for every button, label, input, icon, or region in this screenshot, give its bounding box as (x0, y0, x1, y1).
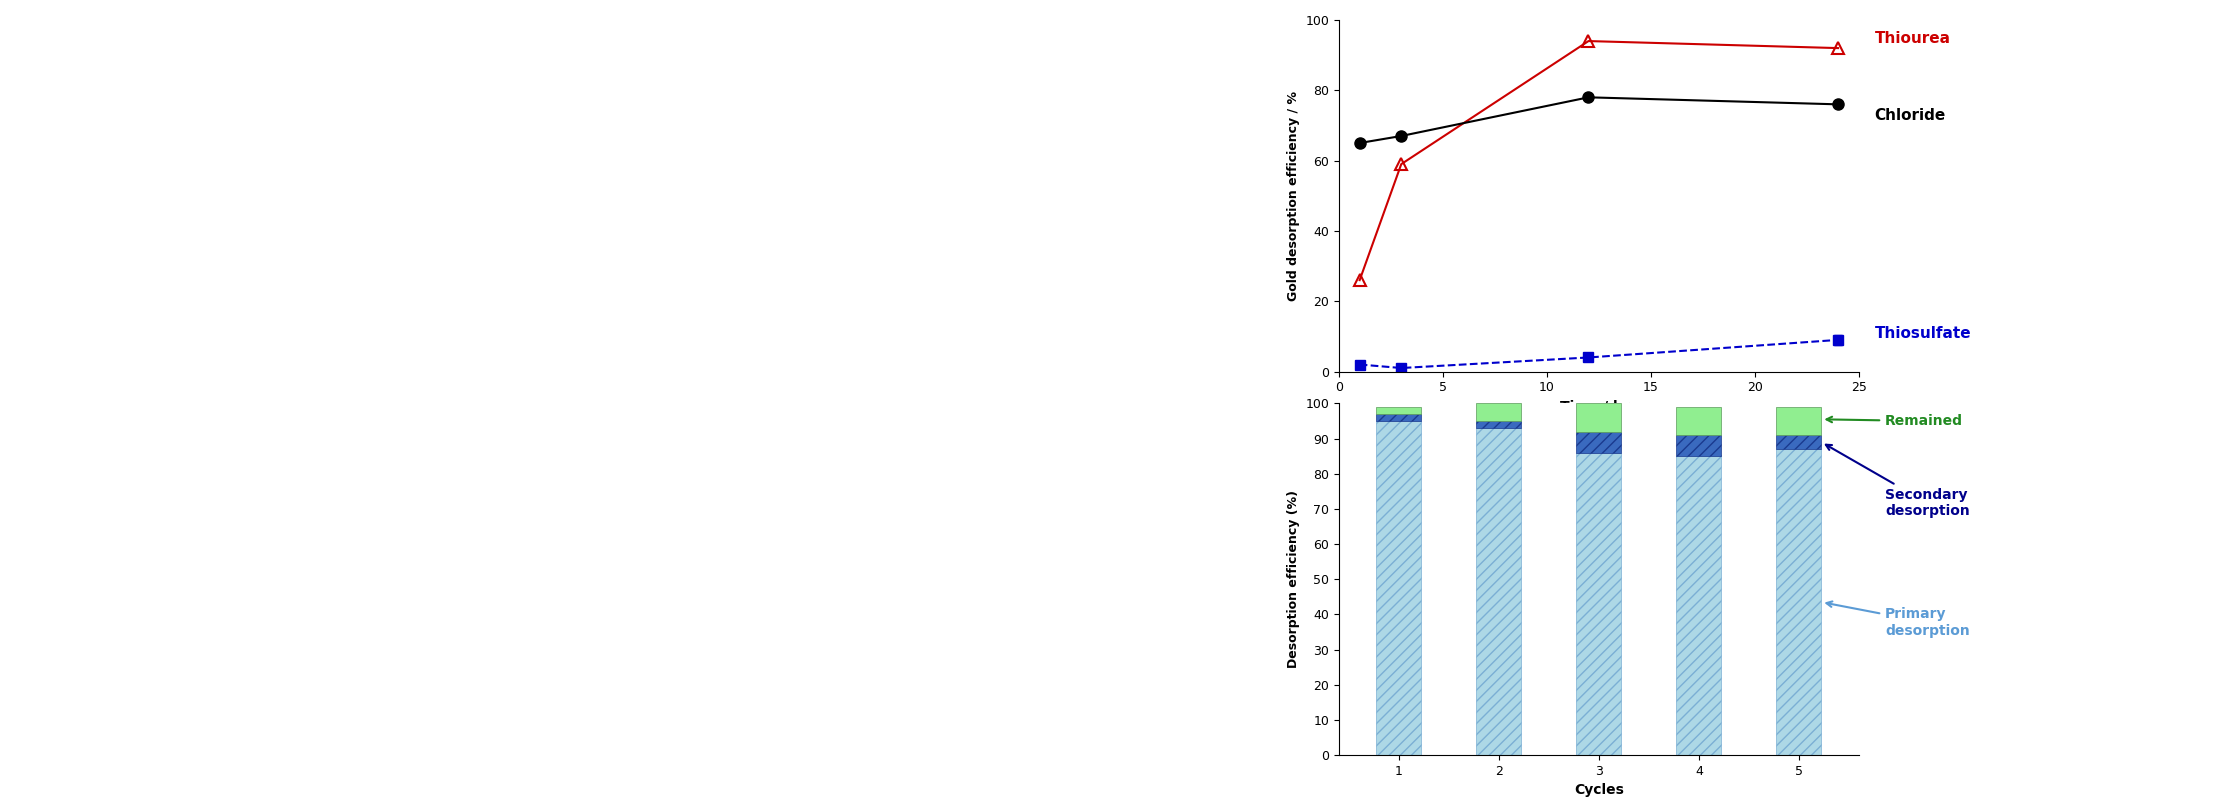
X-axis label: Cycles: Cycles (1573, 783, 1624, 797)
Bar (1376, 421, 1421, 755)
Y-axis label: Desorption efficiency (%): Desorption efficiency (%) (1286, 491, 1299, 668)
Bar (1677, 407, 1722, 435)
Bar (1677, 456, 1722, 755)
Bar (1476, 421, 1520, 428)
Y-axis label: Gold desorption efficiency / %: Gold desorption efficiency / % (1286, 91, 1299, 300)
Bar (1777, 435, 1821, 449)
Bar (1777, 407, 1821, 435)
Text: Secondary
desorption: Secondary desorption (1826, 445, 1970, 518)
Bar (1777, 449, 1821, 755)
Bar (1677, 435, 1722, 456)
Bar (1476, 428, 1520, 755)
Bar (1576, 453, 1622, 755)
Bar (1576, 403, 1622, 431)
Bar (1376, 407, 1421, 414)
Bar (1376, 414, 1421, 421)
Text: Thiourea: Thiourea (1874, 30, 1950, 46)
Bar (1576, 431, 1622, 453)
X-axis label: Time / hrs: Time / hrs (1560, 400, 1638, 414)
Text: Thiosulfate: Thiosulfate (1874, 326, 1972, 341)
Text: Remained: Remained (1826, 414, 1963, 428)
Text: Chloride: Chloride (1874, 108, 1945, 123)
Bar (1476, 403, 1520, 421)
Text: Primary
desorption: Primary desorption (1826, 602, 1970, 638)
